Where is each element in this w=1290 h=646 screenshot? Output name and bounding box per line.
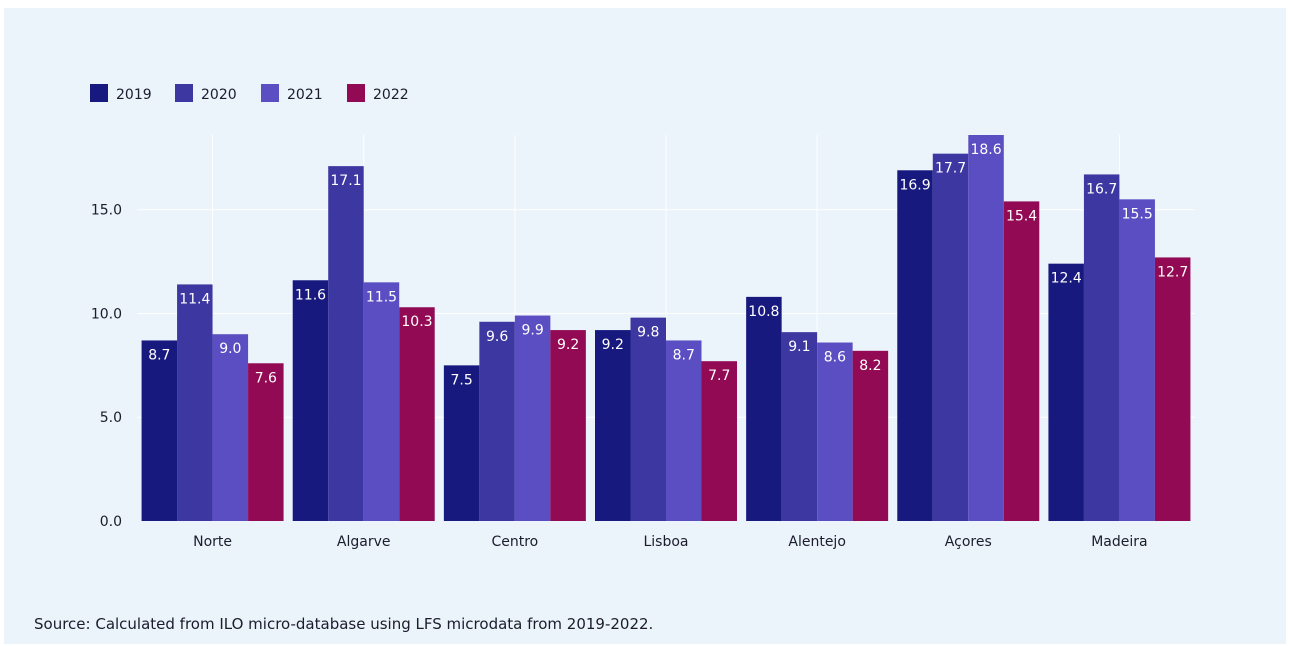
bar-groups: 8.7 11.4 9.0 7.6 11.6 17.1 11.510.3 7.5 9.6 9.9 9.… bbox=[141, 135, 1191, 522]
legend-label: 2022 bbox=[373, 87, 409, 103]
bar-value-label: 8.6 bbox=[824, 350, 846, 366]
bar-value-label: 11.5 bbox=[366, 289, 397, 305]
bar bbox=[817, 342, 853, 521]
bar-value-label: 10.8 bbox=[748, 304, 779, 320]
bar bbox=[968, 135, 1004, 521]
bar-value-label: 11.4 bbox=[179, 291, 210, 307]
bar bbox=[292, 280, 329, 521]
bar-value-label: 9.0 bbox=[219, 341, 241, 357]
bar-value-label: 17.1 bbox=[330, 173, 361, 189]
source-note: Source: Calculated from ILO micro-databa… bbox=[34, 615, 654, 633]
legend: 2019 2020 2021 2022 bbox=[90, 84, 409, 103]
bar-value-label: 12.7 bbox=[1157, 264, 1188, 280]
bar bbox=[781, 332, 818, 521]
legend-swatch bbox=[347, 84, 365, 102]
bar bbox=[1048, 263, 1084, 521]
x-tick-label: Lisboa bbox=[643, 534, 688, 550]
y-tick-label: 5.0 bbox=[100, 410, 122, 426]
x-tick-label: Norte bbox=[193, 534, 232, 550]
bar-value-label: 12.4 bbox=[1051, 271, 1082, 287]
bar bbox=[328, 166, 364, 521]
bar bbox=[666, 340, 702, 521]
bar bbox=[1119, 199, 1155, 522]
bar bbox=[399, 307, 435, 521]
bar bbox=[630, 317, 666, 521]
bar-value-label: 18.6 bbox=[970, 142, 1001, 158]
bar bbox=[443, 365, 480, 521]
bar-value-label: 15.5 bbox=[1122, 206, 1153, 222]
y-axis: 0.0 5.0 10.0 15.0 bbox=[91, 203, 122, 530]
bar bbox=[550, 330, 586, 521]
legend-label: 2019 bbox=[116, 87, 152, 103]
bar-value-label: 11.6 bbox=[295, 287, 326, 303]
bar bbox=[701, 361, 737, 521]
bar bbox=[1003, 201, 1040, 521]
bar-value-label: 9.6 bbox=[486, 329, 508, 345]
bar bbox=[514, 315, 551, 521]
bar-value-label: 7.7 bbox=[708, 368, 730, 384]
y-tick-label: 0.0 bbox=[100, 514, 122, 530]
bar bbox=[212, 334, 249, 521]
bar bbox=[897, 170, 933, 521]
x-tick-label: Madeira bbox=[1091, 534, 1147, 550]
bar bbox=[363, 282, 400, 521]
bar-value-label: 16.7 bbox=[1086, 181, 1117, 197]
bar-value-label: 9.2 bbox=[557, 337, 579, 353]
bar bbox=[177, 284, 213, 521]
bar bbox=[1154, 257, 1191, 521]
x-tick-label: Alentejo bbox=[788, 534, 846, 550]
bar bbox=[746, 296, 782, 521]
x-tick-label: Algarve bbox=[337, 534, 391, 550]
bar bbox=[248, 363, 284, 521]
bar-value-label: 10.3 bbox=[401, 314, 432, 330]
bar bbox=[1083, 174, 1120, 521]
bar bbox=[479, 321, 515, 521]
bar-value-label: 8.7 bbox=[673, 347, 695, 363]
bar-value-label: 17.7 bbox=[935, 161, 966, 177]
y-tick-label: 15.0 bbox=[91, 203, 122, 219]
x-tick-label: Centro bbox=[491, 534, 538, 550]
bar-value-label: 9.9 bbox=[521, 323, 543, 339]
bar-value-label: 9.1 bbox=[788, 339, 810, 355]
x-axis: Norte Algarve Centro Lisboa Alentejo Açores Ma… bbox=[193, 534, 1148, 550]
legend-label: 2021 bbox=[287, 87, 323, 103]
legend-label: 2020 bbox=[201, 87, 237, 103]
bar bbox=[932, 153, 969, 521]
bar bbox=[595, 330, 631, 521]
bar-value-label: 9.8 bbox=[637, 325, 659, 341]
x-tick-label: Açores bbox=[945, 534, 992, 550]
bar bbox=[141, 340, 178, 521]
bar-value-label: 8.2 bbox=[859, 358, 881, 374]
bar-value-label: 7.6 bbox=[255, 370, 277, 386]
legend-swatch bbox=[90, 84, 108, 102]
bar bbox=[852, 350, 889, 521]
legend-swatch bbox=[175, 84, 193, 102]
y-tick-label: 10.0 bbox=[91, 306, 122, 322]
bar-value-label: 15.4 bbox=[1006, 208, 1037, 224]
bar-value-label: 8.7 bbox=[148, 347, 170, 363]
bar-value-label: 7.5 bbox=[450, 372, 472, 388]
legend-swatch bbox=[261, 84, 279, 102]
bar-value-label: 9.2 bbox=[602, 337, 624, 353]
bar-value-label: 16.9 bbox=[899, 177, 930, 193]
